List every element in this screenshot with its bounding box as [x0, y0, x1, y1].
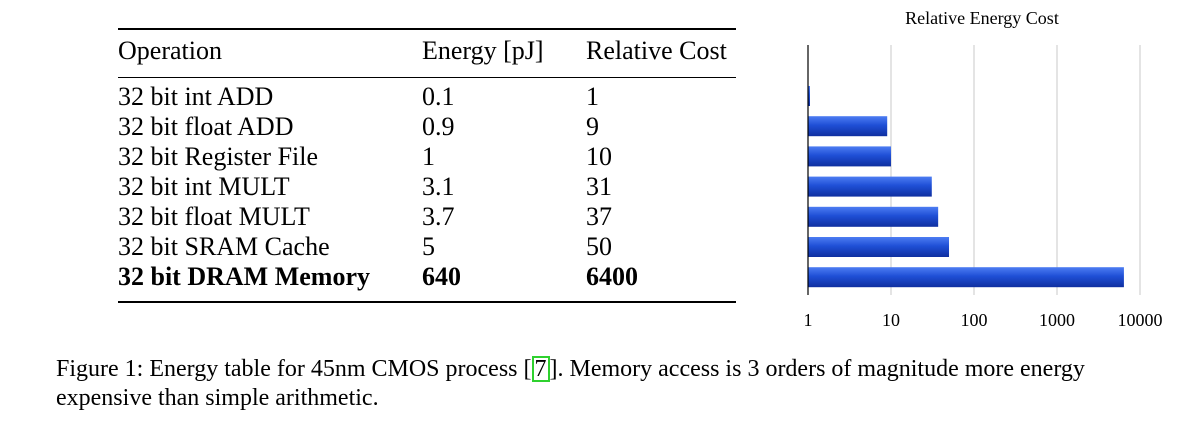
- energy-cell: 5: [422, 232, 435, 261]
- table-row: 32 bit DRAM Memory 640 6400: [118, 262, 738, 292]
- relative-energy-chart: Relative Energy Cost 1 10 100 1000 10000: [804, 8, 1163, 330]
- energy-cell: 3.7: [422, 202, 455, 231]
- operation-cell: 32 bit DRAM Memory: [118, 262, 370, 291]
- chart-x-ticks: 1 10 100 1000 10000: [804, 310, 1163, 330]
- operation-cell: 32 bit float MULT: [118, 202, 310, 231]
- x-tick-label: 1: [804, 310, 813, 330]
- bar-5: [808, 237, 950, 257]
- relative-cost-cell: 37: [586, 202, 612, 231]
- table-bottom-rule: [118, 301, 736, 303]
- chart-title: Relative Energy Cost: [905, 8, 1059, 28]
- bar-6: [808, 267, 1124, 288]
- energy-cell: 1: [422, 142, 435, 171]
- table-header-rule: [118, 77, 736, 78]
- header-energy: Energy [pJ]: [422, 36, 544, 65]
- table-row: 32 bit float MULT 3.7 37: [118, 202, 738, 232]
- operation-cell: 32 bit SRAM Cache: [118, 232, 330, 261]
- relative-cost-cell: 50: [586, 232, 612, 261]
- x-tick-label: 10: [882, 310, 900, 330]
- operation-cell: 32 bit float ADD: [118, 112, 294, 141]
- chart-bars: [808, 86, 1124, 288]
- table-row: 32 bit SRAM Cache 5 50: [118, 232, 738, 262]
- bar-0: [808, 86, 810, 106]
- x-tick-label: 10000: [1118, 310, 1163, 330]
- table-row: 32 bit Register File 1 10: [118, 142, 738, 172]
- operation-cell: 32 bit int MULT: [118, 172, 290, 201]
- relative-cost-cell: 31: [586, 172, 612, 201]
- caption-text-end: ]. Memory access is 3 orders of magnitud…: [56, 356, 1085, 411]
- chart-grid: [890, 45, 1141, 295]
- x-tick-label: 1000: [1039, 310, 1075, 330]
- relative-cost-cell: 10: [586, 142, 612, 171]
- energy-cell: 3.1: [422, 172, 455, 201]
- x-tick-label: 100: [961, 310, 988, 330]
- relative-cost-cell: 1: [586, 82, 599, 111]
- bar-3: [808, 176, 932, 197]
- operation-cell: 32 bit Register File: [118, 142, 319, 171]
- bar-4: [808, 206, 939, 227]
- relative-cost-cell: 9: [586, 112, 599, 141]
- energy-cell: 640: [422, 262, 461, 291]
- header-operation: Operation: [118, 36, 222, 65]
- energy-cell: 0.9: [422, 112, 455, 141]
- table-row: 32 bit int MULT 3.1 31: [118, 172, 738, 202]
- table-row: 32 bit int ADD 0.1 1: [118, 82, 738, 112]
- operation-cell: 32 bit int ADD: [118, 82, 274, 111]
- energy-cell: 0.1: [422, 82, 455, 111]
- bar-2: [808, 146, 891, 167]
- citation-link[interactable]: 7: [531, 356, 550, 382]
- table-header-row: Operation Energy [pJ] Relative Cost: [118, 36, 738, 66]
- bar-1: [808, 116, 888, 137]
- table-row: 32 bit float ADD 0.9 9: [118, 112, 738, 142]
- caption-text-start: Figure 1: Energy table for 45nm CMOS pro…: [56, 356, 532, 382]
- figure-caption: Figure 1: Energy table for 45nm CMOS pro…: [56, 355, 1176, 413]
- header-relative-cost: Relative Cost: [586, 36, 727, 65]
- table-top-rule: [118, 28, 736, 30]
- relative-cost-cell: 6400: [586, 262, 638, 291]
